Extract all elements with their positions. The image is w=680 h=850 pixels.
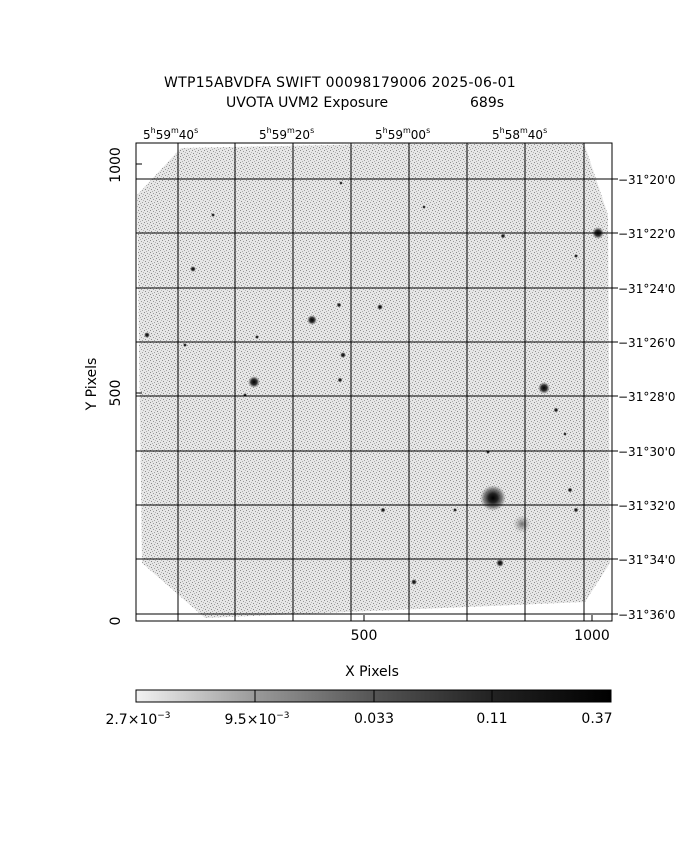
star (573, 507, 579, 513)
dec-label-2: −31°22'0 (618, 227, 676, 241)
star (411, 579, 417, 585)
wcs-grid (136, 143, 612, 621)
ra-label-4: 5h58m40s (492, 126, 548, 142)
colorbar-label-5: 0.37 (581, 711, 613, 727)
star (183, 343, 187, 347)
star (248, 376, 260, 388)
bright-star (480, 485, 506, 511)
star (211, 213, 215, 217)
star (538, 382, 550, 394)
y-tick-1000: 1000 (108, 147, 124, 183)
star (340, 352, 346, 358)
star (553, 407, 559, 413)
x-axis-label: X Pixels (345, 664, 399, 680)
dec-label-5: −31°28'0 (618, 390, 676, 404)
dec-label-6: −31°30'0 (618, 445, 676, 459)
colorbar-ticks (254, 690, 493, 702)
colorbar-label-3: 0.033 (353, 711, 395, 727)
star (422, 205, 426, 209)
star (337, 377, 343, 383)
star (307, 315, 317, 325)
y-axis-label: Y Pixels (84, 357, 100, 411)
star (377, 304, 383, 310)
dec-label-8: −31°34'0 (618, 553, 676, 567)
exposure-footprint (137, 143, 610, 618)
ra-label-2: 5h59m20s (259, 126, 315, 142)
dec-label-1: −31°20'0 (618, 173, 676, 187)
colorbar-label-4: 0.11 (476, 711, 508, 727)
image-frame (135, 142, 613, 622)
colorbar-label-1: 2.7×10−3 (105, 711, 171, 728)
image-subtitle: UVOTA UVM2 Exposure (226, 95, 389, 111)
dec-label-9: −31°36'0 (618, 608, 676, 622)
dec-label-7: −31°32'0 (618, 499, 676, 513)
image-title: WTP15ABVDFA SWIFT 00098179006 2025-06-01 (163, 75, 516, 91)
x-tick-500: 500 (350, 628, 378, 644)
x-tick-1000: 1000 (574, 628, 610, 644)
ra-label-3: 5h59m00s (375, 126, 431, 142)
star (500, 233, 506, 239)
y-tick-0: 0 (108, 616, 124, 626)
star (567, 487, 573, 493)
star (380, 507, 386, 513)
dec-label-3: −31°24'0 (618, 282, 676, 296)
star (496, 559, 504, 567)
diffuse-source (513, 515, 531, 533)
y-tick-500: 500 (108, 379, 124, 407)
star (144, 332, 150, 338)
star (339, 181, 343, 185)
star (453, 508, 457, 512)
star (255, 335, 259, 339)
star (574, 254, 578, 258)
colorbar-label-2: 9.5×10−3 (224, 711, 290, 728)
ra-label-1: 5h59m40s (143, 126, 199, 142)
star (190, 266, 196, 272)
star (336, 302, 342, 308)
exposure-time: 689s (470, 95, 505, 111)
star (563, 432, 567, 436)
dec-label-4: −31°26'0 (618, 336, 676, 350)
